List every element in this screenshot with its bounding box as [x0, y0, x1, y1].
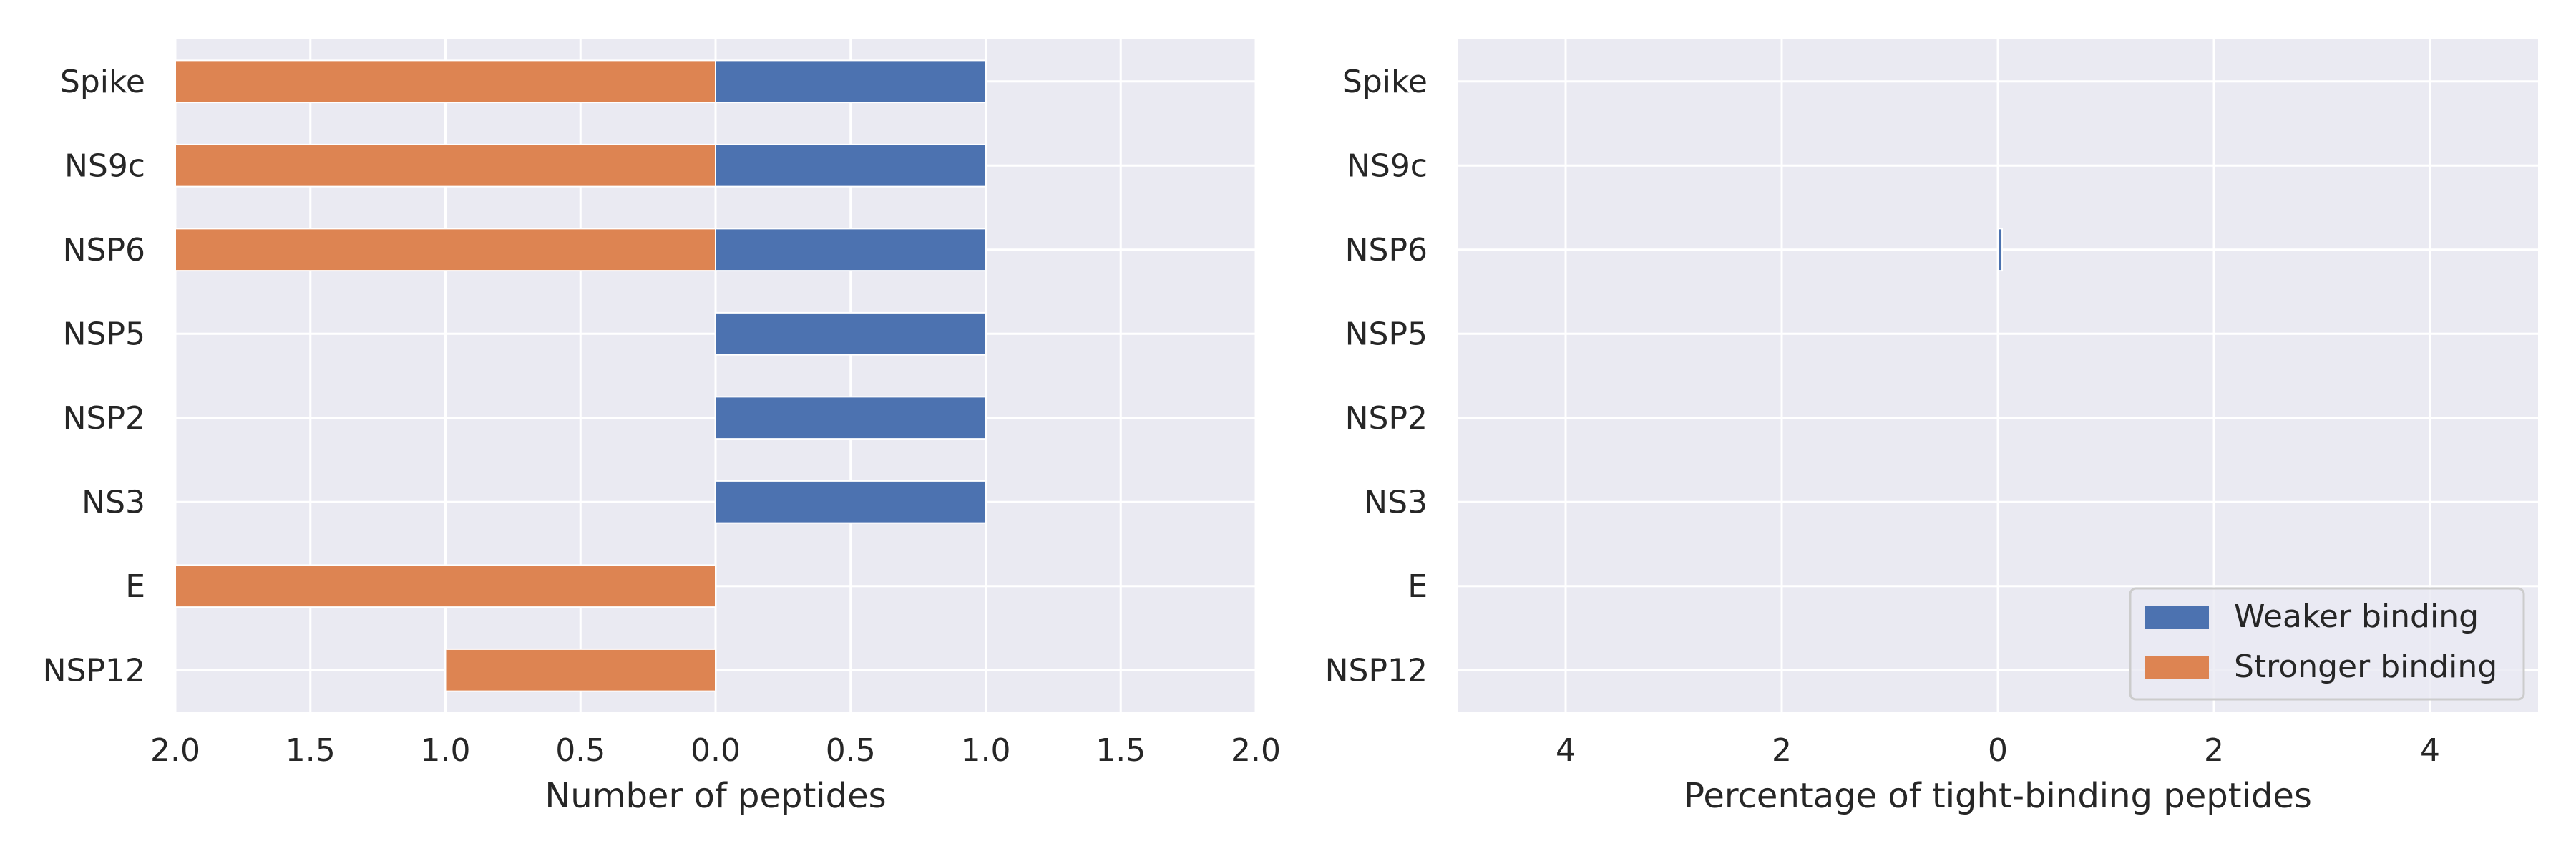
y-tick-label: NSP12 — [1325, 652, 1428, 689]
legend-label: Weaker binding — [2234, 598, 2479, 635]
y-tick-label: E — [1407, 568, 1428, 605]
x-tick-label: 4 — [1556, 732, 1576, 769]
y-tick-label: NSP6 — [1345, 232, 1428, 268]
y-tick-label: NSP5 — [1345, 316, 1428, 352]
y-tick-label: NSP2 — [63, 400, 145, 437]
bar-weaker-nsp2 — [715, 396, 987, 440]
x-tick-label: 4 — [2420, 732, 2440, 769]
chart-right-percentage: Spike NS9c NSP6 NSP5 NSP2 NS3 E NSP12 4 2 0 2 4 Perce… — [1325, 39, 2538, 816]
x-tick-label: 0.5 — [826, 732, 876, 769]
y-tick-label: NSP5 — [63, 316, 145, 352]
y-tick-label: NSP2 — [1345, 400, 1428, 437]
x-tick-label: 0 — [1988, 732, 2008, 769]
bar-stronger-nsp6 — [175, 228, 716, 272]
x-tick-label: 2 — [1772, 732, 1792, 769]
y-tick-label: NS3 — [82, 484, 145, 520]
bar-stronger-ns9c — [175, 143, 716, 188]
y-tick-label: E — [125, 568, 145, 605]
y-tick-label: Spike — [60, 64, 145, 100]
x-axis-label: Number of peptides — [545, 776, 886, 816]
bar-weaker-nsp5 — [715, 311, 987, 356]
x-tick-label: 1.5 — [286, 732, 336, 769]
x-axis-label: Percentage of tight-binding peptides — [1684, 776, 2312, 816]
x-tick-label: 2.0 — [1231, 732, 1281, 769]
legend-label: Stronger binding — [2234, 649, 2497, 685]
bar-stronger-spike — [175, 59, 716, 104]
bar-stronger-e — [175, 564, 716, 608]
y-tick-label: NSP12 — [43, 652, 145, 689]
x-tick-label: 0.5 — [555, 732, 605, 769]
chart-left-peptide-counts: Spike NS9c NSP6 NSP5 NSP2 NS3 E NSP12 2.0 1.5 1.0 0… — [43, 39, 1281, 816]
bar-weaker-spike — [715, 59, 987, 104]
bar-weaker-ns9c — [715, 143, 987, 188]
x-tick-label: 1.0 — [961, 732, 1011, 769]
y-tick-label: NS9c — [1347, 147, 1428, 184]
x-tick-label: 2.0 — [150, 732, 200, 769]
x-tick-label: 2 — [2204, 732, 2224, 769]
bar-weaker-nsp6 — [715, 228, 987, 272]
bar-weaker-ns3 — [715, 480, 987, 524]
legend-swatch — [2145, 656, 2209, 679]
x-tick-label: 0.0 — [691, 732, 741, 769]
y-tick-label: NS9c — [64, 147, 145, 184]
x-tick-label: 1.5 — [1096, 732, 1146, 769]
legend: Weaker binding Stronger binding — [2129, 587, 2525, 701]
bar-weaker-nsp6 — [1997, 228, 2004, 272]
bar-stronger-nsp12 — [444, 648, 716, 692]
legend-box — [2129, 587, 2525, 701]
y-tick-label: NS3 — [1364, 484, 1428, 520]
y-tick-label: NSP6 — [63, 232, 145, 268]
x-tick-label: 1.0 — [421, 732, 471, 769]
y-tick-label: Spike — [1342, 64, 1428, 100]
legend-swatch — [2145, 606, 2209, 629]
